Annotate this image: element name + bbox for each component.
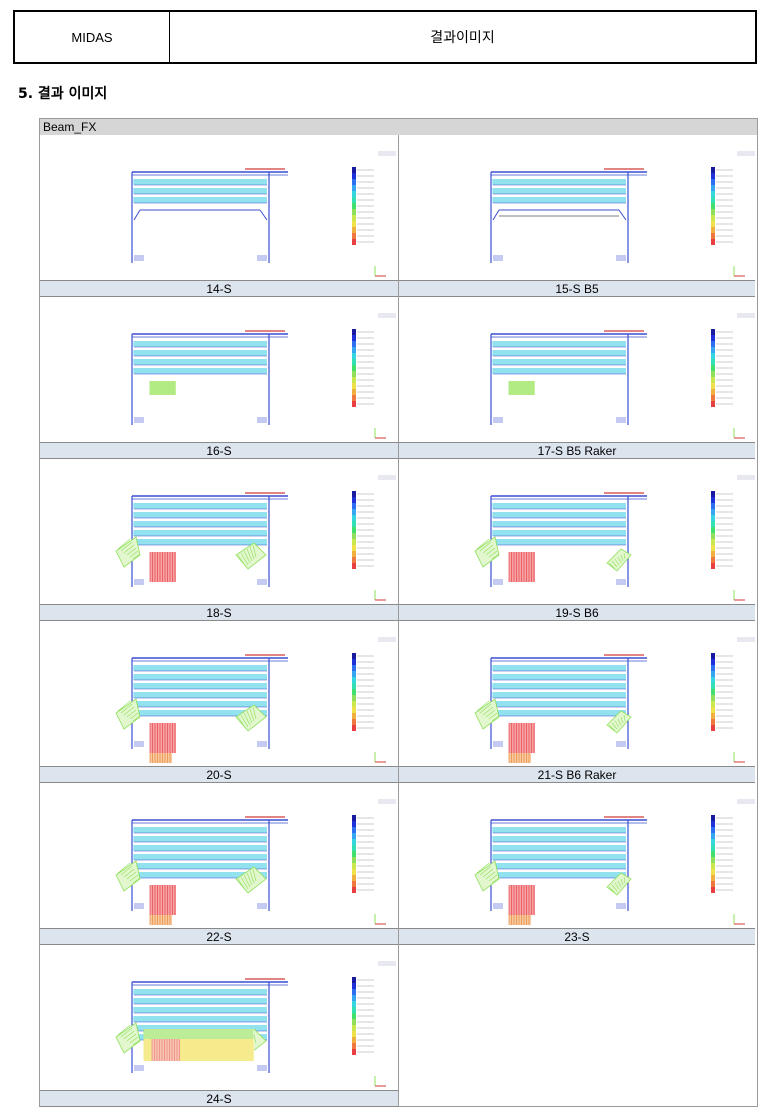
result-panel: 17-S B5 Raker	[399, 297, 755, 459]
result-panel: 16-S	[40, 297, 398, 459]
panel-caption: 23-S	[399, 928, 755, 945]
result-image-sheet: Beam_FX 14-S 15-S B5 16-S 17-S B5 Raker 18-S…	[39, 118, 758, 1107]
midas-beam-fx-diagram	[474, 799, 755, 925]
midas-beam-fx-diagram	[474, 475, 755, 601]
result-panel: 18-S	[40, 459, 398, 621]
document-header: MIDAS 결과이미지	[13, 10, 757, 64]
panel-caption: 20-S	[40, 766, 398, 783]
panel-caption: 17-S B5 Raker	[399, 442, 755, 459]
header-right-cell: 결과이미지	[430, 29, 495, 45]
result-panel: 24-S	[40, 945, 398, 1107]
midas-beam-fx-diagram	[490, 151, 755, 277]
midas-beam-fx-diagram	[115, 799, 396, 925]
midas-beam-fx-diagram	[474, 637, 755, 763]
panel-caption: 24-S	[40, 1090, 398, 1107]
panel-caption: 16-S	[40, 442, 398, 459]
sheet-title: Beam_FX	[40, 119, 757, 135]
midas-beam-fx-diagram	[115, 637, 396, 763]
empty-result-cell	[399, 945, 755, 1107]
panel-caption: 21-S B6 Raker	[399, 766, 755, 783]
panel-caption: 22-S	[40, 928, 398, 945]
header-left-cell: MIDAS	[15, 12, 170, 62]
column-divider	[398, 135, 399, 1107]
panel-caption: 14-S	[40, 280, 398, 297]
panel-caption: 19-S B6	[399, 604, 755, 621]
panel-caption: 18-S	[40, 604, 398, 621]
result-panel: 15-S B5	[399, 135, 755, 297]
midas-beam-fx-diagram	[115, 961, 396, 1087]
section-title: 5. 결과 이미지	[18, 86, 108, 102]
result-panel: 21-S B6 Raker	[399, 621, 755, 783]
midas-beam-fx-diagram	[131, 151, 396, 277]
result-panel: 23-S	[399, 783, 755, 945]
result-panel: 22-S	[40, 783, 398, 945]
panel-caption: 15-S B5	[399, 280, 755, 297]
midas-beam-fx-diagram	[131, 313, 396, 439]
result-panel: 19-S B6	[399, 459, 755, 621]
midas-beam-fx-diagram	[115, 475, 396, 601]
midas-beam-fx-diagram	[490, 313, 755, 439]
result-panel: 20-S	[40, 621, 398, 783]
result-panel: 14-S	[40, 135, 398, 297]
